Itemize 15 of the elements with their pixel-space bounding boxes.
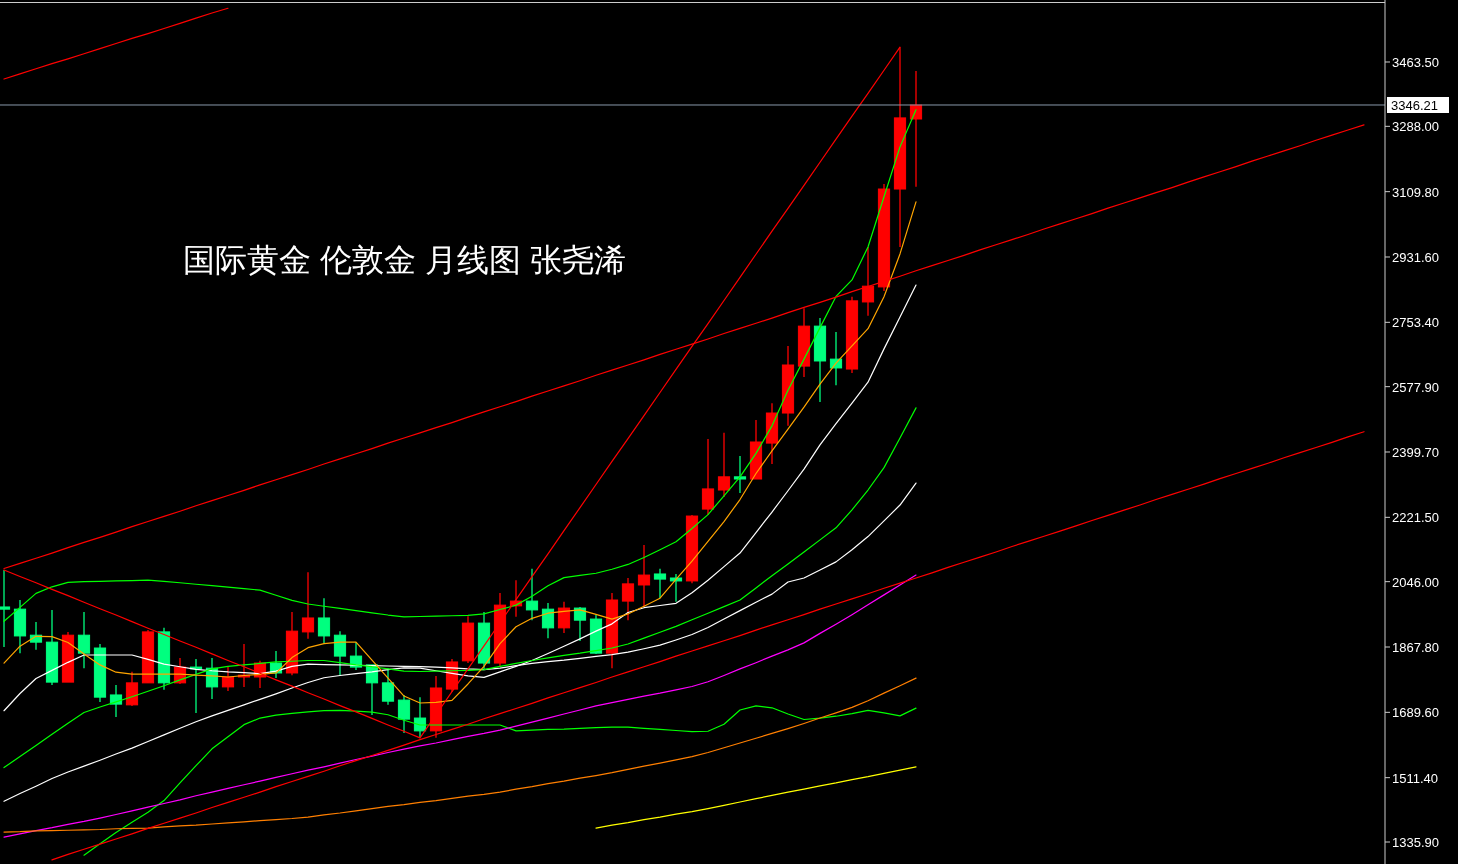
y-tick-label: 2931.60 bbox=[1392, 250, 1439, 265]
y-tick-label: 3288.00 bbox=[1392, 119, 1439, 135]
y-tick-label: 2399.70 bbox=[1392, 445, 1439, 460]
y-tick-label: 1867.80 bbox=[1392, 640, 1439, 655]
y-tick-label: 2753.40 bbox=[1392, 315, 1439, 331]
y-tick-label: 1511.40 bbox=[1392, 770, 1439, 786]
y-tick-label: 2577.90 bbox=[1392, 379, 1439, 395]
y-tick-label: 1335.90 bbox=[1392, 835, 1439, 850]
y-tick-label: 2046.00 bbox=[1392, 574, 1439, 590]
y-tick-label: 2221.50 bbox=[1392, 510, 1439, 526]
y-tick-label: 1689.60 bbox=[1392, 705, 1439, 721]
ref-line-label: 3346.21 bbox=[1391, 97, 1438, 113]
annotation: 国际黄金 伦敦金 月线图 张尧浠 bbox=[183, 242, 626, 278]
y-tick-label: 3109.80 bbox=[1392, 184, 1439, 200]
y-tick-label: 3463.50 bbox=[1392, 54, 1439, 70]
